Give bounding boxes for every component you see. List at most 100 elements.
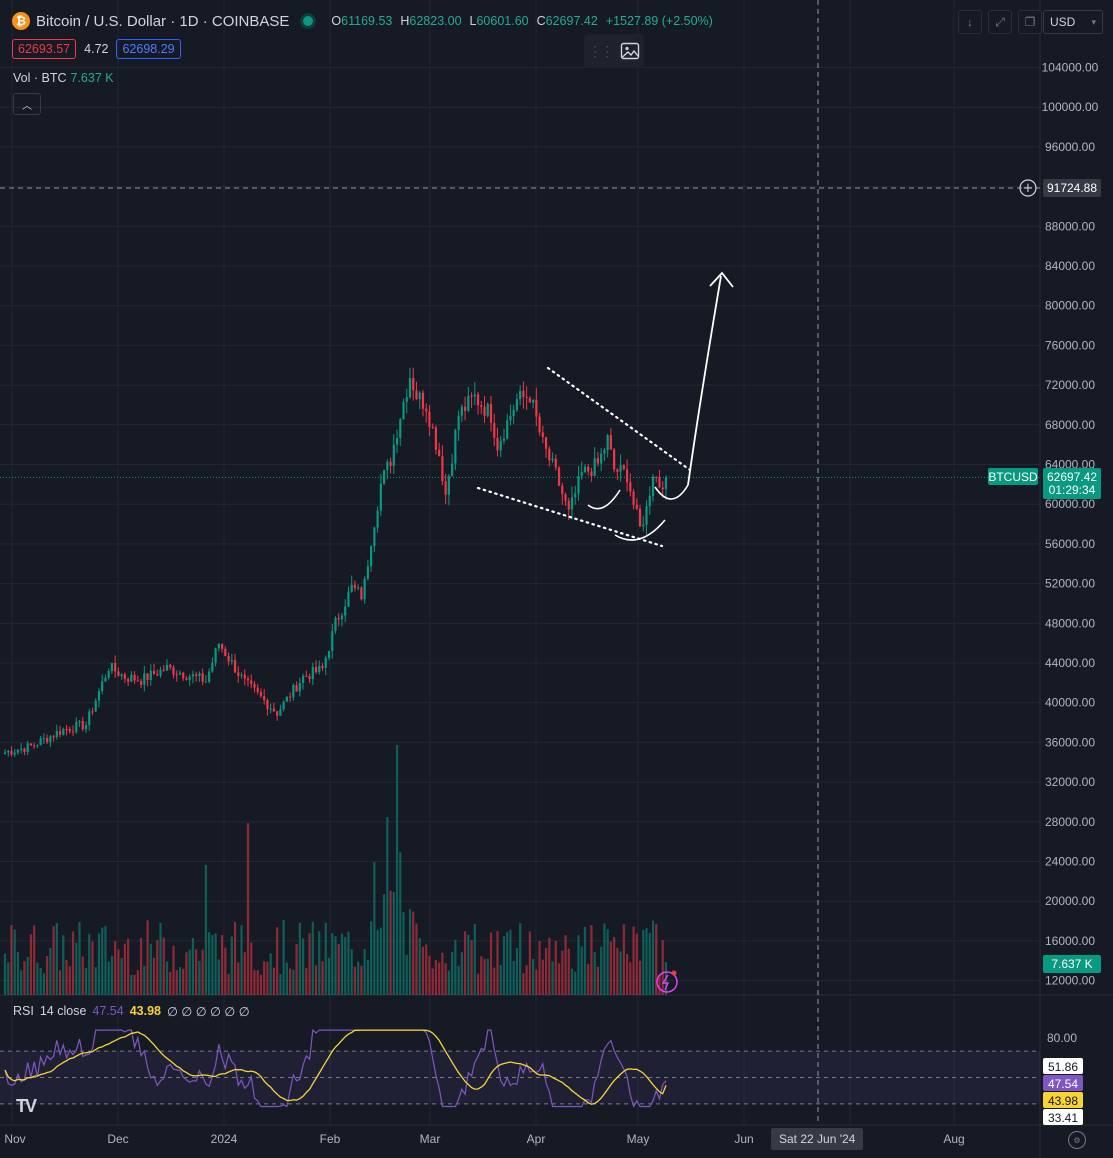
volume-bar [395,745,399,995]
candle-body [101,681,104,692]
candle-body [425,408,428,412]
candle-body [39,738,42,746]
time-axis[interactable]: Nov Dec 2024 Feb Mar Apr May Jun Aug [4,1132,964,1146]
tradingview-logo[interactable]: TV [16,1096,37,1116]
volume-bar [467,934,470,995]
volume-bar [480,956,483,995]
volume-bar [75,942,78,995]
candle-body [554,458,557,468]
candle-body [301,675,305,684]
candle-body [152,670,156,675]
volume-bar [279,974,282,995]
volume-bar [606,929,609,995]
candle-body [502,438,506,441]
candle-body [347,591,350,607]
rsi-pane [0,1028,1040,1109]
volume-bar [117,949,120,995]
restore-icon[interactable]: ❐ [1018,10,1042,34]
candle-body [613,449,616,470]
candle-body [551,458,554,461]
volume-bar [577,935,580,995]
candle-body [3,752,7,755]
currency-select[interactable]: USD ▾ [1043,10,1103,34]
symbol-header[interactable]: ₿ Bitcoin / U.S. Dollar · 1D · COINBASE … [12,12,721,30]
candle-body [308,676,311,680]
sell-button[interactable]: 62693.57 [12,39,77,59]
volume-bar [331,933,334,995]
buy-button[interactable]: 62698.29 [116,39,181,59]
candle-body [266,700,269,709]
arc-bottom-2[interactable] [614,519,666,541]
volume-bar [298,922,301,995]
volume-bar [635,933,638,995]
candle-body [593,458,596,476]
candle-body [107,670,110,678]
arrow-down-icon[interactable]: ↓ [958,10,982,34]
price-tick-label: 68000.00 [1045,418,1095,432]
volume-bar [457,965,460,995]
volume-bar [97,933,101,995]
volume-bar [62,935,65,995]
volume-bar [574,971,577,995]
channel-lower-trendline[interactable] [476,486,664,548]
volume-bar [528,931,531,995]
user-drawings[interactable] [476,271,734,993]
candle-body [88,711,91,726]
volume-bar [535,969,538,995]
rsi-value-tag [1043,1058,1083,1074]
lightning-icon[interactable] [656,971,678,993]
candle-body [480,405,483,407]
rsi-ma-line [4,1029,667,1105]
price-tick-label: 88000.00 [1045,219,1095,233]
collapse-legend-button[interactable]: ︿ [13,93,41,115]
volume-bar [289,968,292,995]
gear-icon[interactable]: ⚙ [1068,1131,1086,1149]
volume-bar [389,890,392,995]
floating-toolbar[interactable]: ⋮⋮ [584,34,644,68]
volume-bar [217,959,220,995]
volume-value-tag [1043,955,1101,973]
volume-bar [233,921,237,995]
upward-arrow[interactable] [687,275,722,486]
add-alert-icon[interactable] [1019,179,1037,197]
price-tick-label: 12000.00 [1045,974,1095,988]
volume-bar [143,965,146,995]
candle-body [243,674,246,679]
candle-body [327,650,331,658]
channel-upper-trendline[interactable] [546,366,692,472]
volume-bar [632,926,635,995]
rsi-legend[interactable]: RSI 14 close 47.54 43.98 ∅ ∅ ∅ ∅ ∅ ∅ [13,1004,250,1019]
volume-bar [276,927,279,995]
price-axis[interactable]: 104000.00 100000.00 96000.00 88000.00 84000.… [988,61,1101,1126]
image-icon[interactable] [620,42,640,60]
candle-body [143,673,146,685]
drag-handle-icon[interactable]: ⋮⋮ [588,42,614,59]
volume-bar [185,952,188,995]
price-tick-label: 28000.00 [1045,815,1095,829]
candle-body [282,701,285,710]
volume-bar [340,933,344,995]
candle-body [188,676,191,680]
volume-bar [444,963,447,995]
candle-body [169,664,172,668]
volume-bar [638,960,642,995]
volume-legend-label: Vol · BTC [13,71,67,85]
candle-body [321,665,324,668]
time-tick-label: Feb [320,1132,341,1146]
trade-prices: 62693.57 4.72 62698.29 [12,39,181,59]
expand-icon[interactable]: ⤢ [988,10,1012,34]
volume-bar [561,950,564,995]
volume-bar [554,940,557,995]
arc-bottom-1[interactable] [587,489,621,510]
candle-body [557,467,561,486]
candle-body [619,465,622,472]
candle-body [486,403,489,416]
volume-bar [447,970,450,995]
volume-bar [136,970,139,995]
arc-bottom-3[interactable] [654,484,689,500]
chart-window-controls[interactable]: ↓ ⤢ ❐ [952,10,1042,34]
symbol-title[interactable]: Bitcoin / U.S. Dollar · 1D · COINBASE [36,12,290,30]
candle-body [395,438,399,445]
volume-legend[interactable]: Vol · BTC 7.637 K [13,71,114,85]
